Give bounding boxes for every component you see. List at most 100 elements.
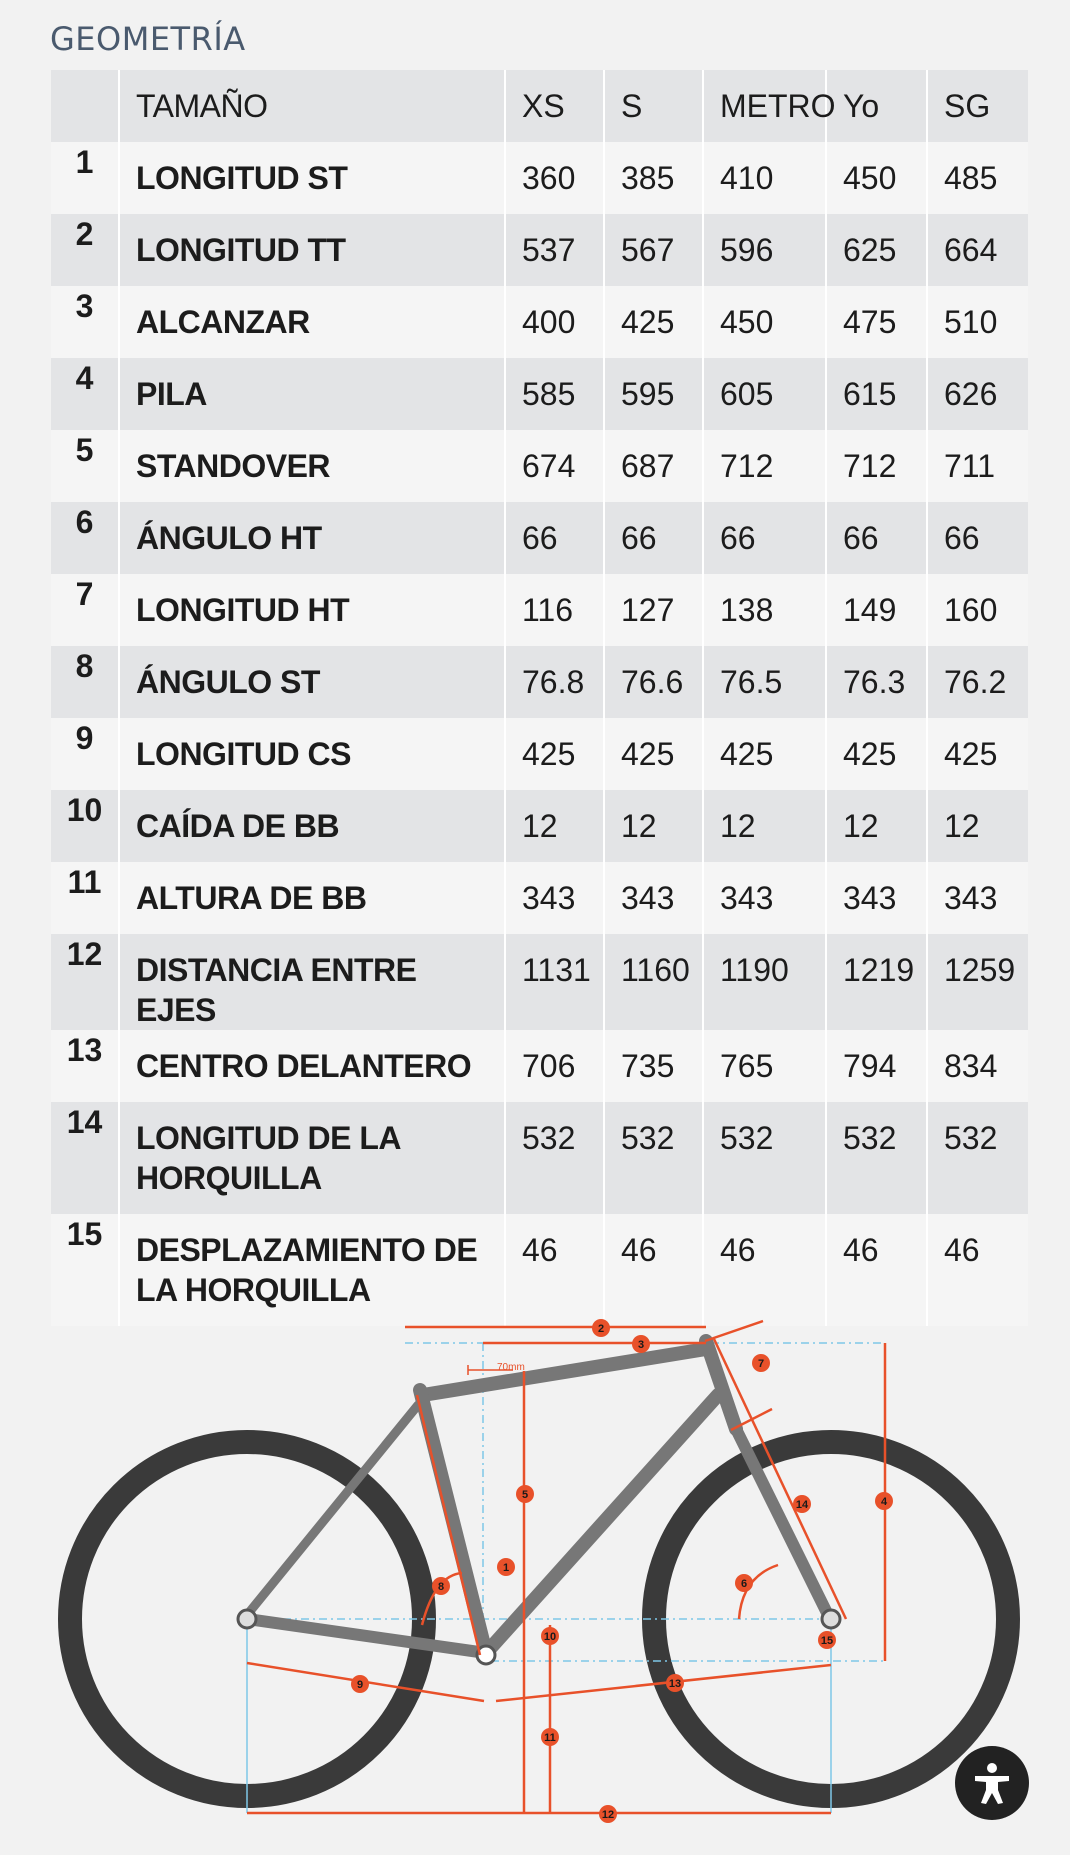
marker-circle bbox=[516, 1485, 534, 1503]
value-s: 127 bbox=[604, 574, 704, 646]
value-l: 149 bbox=[826, 574, 928, 646]
table-row: 8 ÁNGULO ST 76.8 76.6 76.5 76.3 76.2 bbox=[51, 646, 1028, 718]
row-label: ALCANZAR bbox=[119, 286, 506, 358]
marker-label: 5 bbox=[522, 1489, 528, 1501]
value-m: 410 bbox=[703, 142, 827, 214]
value-m: 605 bbox=[703, 358, 827, 430]
value-s: 46 bbox=[604, 1214, 704, 1326]
value-m: 596 bbox=[703, 214, 827, 286]
value-xl: 626 bbox=[944, 376, 998, 412]
value-l: 450 bbox=[826, 142, 928, 214]
value-m: 76.5 bbox=[703, 646, 827, 718]
value-xs: 706 bbox=[505, 1030, 605, 1102]
row-number: 4 bbox=[51, 358, 120, 430]
row-label: LONGITUD DE LA HORQUILLA bbox=[119, 1102, 506, 1214]
value-xs: 674 bbox=[505, 430, 605, 502]
accessibility-icon bbox=[975, 1763, 1009, 1804]
table-row: 9 LONGITUD CS 425 425 425 425 425 bbox=[51, 718, 1028, 790]
value-m: 343 bbox=[703, 862, 827, 934]
marker-label: 4 bbox=[881, 1496, 888, 1508]
marker-circle bbox=[793, 1495, 811, 1513]
value-s: 687 bbox=[604, 430, 704, 502]
accessibility-button[interactable] bbox=[955, 1746, 1029, 1820]
marker-label: 13 bbox=[669, 1678, 681, 1690]
value-xl: 76.2 bbox=[944, 664, 1007, 700]
table-row: 2 LONGITUD TT 537 567 596 625 664 bbox=[51, 214, 1028, 286]
marker-circle bbox=[497, 1558, 515, 1576]
table-row: 3 ALCANZAR 400 425 450 475 510 bbox=[51, 286, 1028, 358]
value-l: 475 bbox=[826, 286, 928, 358]
value-m: 450 bbox=[703, 286, 827, 358]
marker-label: 11 bbox=[544, 1732, 556, 1744]
value-xl: 510 bbox=[944, 304, 998, 340]
value-m: 712 bbox=[703, 430, 827, 502]
row-number: 15 bbox=[51, 1214, 120, 1326]
geometry-table: TAMAÑO XS S METRO Yo SG 1 LONGITUD ST 360 3… bbox=[51, 70, 1028, 1326]
header-size: TAMAÑO bbox=[119, 70, 506, 142]
value-xs: 585 bbox=[505, 358, 605, 430]
value-m: 46 bbox=[703, 1214, 827, 1326]
offset-label: 70mm bbox=[497, 1362, 525, 1373]
table-row: 6 ÁNGULO HT 66 66 66 66 66 bbox=[51, 502, 1028, 574]
value-xs: 46 bbox=[505, 1214, 605, 1326]
value-s: 385 bbox=[604, 142, 704, 214]
value-s: 66 bbox=[604, 502, 704, 574]
marker-circle bbox=[632, 1335, 650, 1353]
value-xl: 532 bbox=[944, 1120, 998, 1156]
header-empty-cell bbox=[51, 70, 120, 142]
marker-circle bbox=[541, 1728, 559, 1746]
value-xs: 343 bbox=[505, 862, 605, 934]
row-number: 13 bbox=[51, 1030, 120, 1102]
value-m: 765 bbox=[703, 1030, 827, 1102]
table-row: 14 LONGITUD DE LA HORQUILLA 532 532 532 532 53… bbox=[51, 1102, 1028, 1214]
header-xl: SG bbox=[944, 88, 991, 124]
row-number: 10 bbox=[51, 790, 120, 862]
value-xs: 12 bbox=[505, 790, 605, 862]
value-l: 76.3 bbox=[826, 646, 928, 718]
value-xl: 46 bbox=[944, 1232, 980, 1268]
table-row: 12 DISTANCIA ENTRE EJES 1131 1160 1190 1219 12… bbox=[51, 934, 1028, 1030]
row-number: 9 bbox=[51, 718, 120, 790]
row-label: LONGITUD CS bbox=[119, 718, 506, 790]
marker-circle bbox=[351, 1675, 369, 1693]
row-number: 7 bbox=[51, 574, 120, 646]
value-xl: 711 bbox=[944, 448, 996, 484]
table-row: 4 PILA 585 595 605 615 626 bbox=[51, 358, 1028, 430]
value-s: 567 bbox=[604, 214, 704, 286]
value-l: 615 bbox=[826, 358, 928, 430]
table-row: 1 LONGITUD ST 360 385 410 450 485 bbox=[51, 142, 1028, 214]
row-number: 12 bbox=[51, 934, 120, 1030]
table-header-row: TAMAÑO XS S METRO Yo SG bbox=[51, 70, 1028, 142]
marker-circle bbox=[752, 1354, 770, 1372]
table-row: 11 ALTURA DE BB 343 343 343 343 343 bbox=[51, 862, 1028, 934]
marker-circle bbox=[875, 1492, 893, 1510]
value-xs: 360 bbox=[505, 142, 605, 214]
marker-circle bbox=[599, 1805, 617, 1823]
marker-label: 2 bbox=[598, 1323, 604, 1335]
value-m: 1190 bbox=[703, 934, 827, 1030]
marker-label: 3 bbox=[638, 1339, 644, 1351]
value-s: 735 bbox=[604, 1030, 704, 1102]
row-number: 6 bbox=[51, 502, 120, 574]
value-xs: 76.8 bbox=[505, 646, 605, 718]
table-row: 15 DESPLAZAMIENTO DE LA HORQUILLA 46 46 46 46… bbox=[51, 1214, 1028, 1326]
table-row: 13 CENTRO DELANTERO 706 735 765 794 834 bbox=[51, 1030, 1028, 1102]
row-label: CENTRO DELANTERO bbox=[119, 1030, 506, 1102]
value-xs: 532 bbox=[505, 1102, 605, 1214]
marker-label: 14 bbox=[796, 1499, 809, 1511]
value-xl: 664 bbox=[944, 232, 998, 268]
value-xs: 400 bbox=[505, 286, 605, 358]
row-number: 3 bbox=[51, 286, 120, 358]
value-l: 425 bbox=[826, 718, 928, 790]
row-label: ALTURA DE BB bbox=[119, 862, 506, 934]
marker-label: 9 bbox=[357, 1679, 363, 1691]
value-s: 425 bbox=[604, 718, 704, 790]
marker-label: 7 bbox=[758, 1358, 764, 1370]
value-xs: 66 bbox=[505, 502, 605, 574]
row-label: PILA bbox=[119, 358, 506, 430]
marker-circle bbox=[818, 1631, 836, 1649]
value-xl: 160 bbox=[944, 592, 998, 628]
marker-label: 10 bbox=[544, 1631, 556, 1643]
value-l: 532 bbox=[826, 1102, 928, 1214]
